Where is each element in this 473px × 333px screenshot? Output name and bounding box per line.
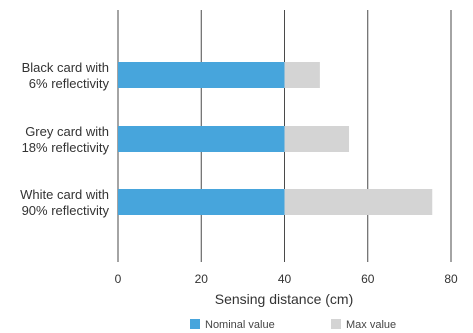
legend-label-0: Nominal value [205,319,275,331]
bars [118,62,433,215]
bar-nominal-value-1 [118,126,285,152]
legend-label-1: Max value [346,319,396,331]
bar-max-value-0 [284,62,320,88]
legend-swatch-1 [331,319,341,329]
legend-swatch-0 [190,319,200,329]
x-tick-labels: 0 20 40 60 80 [115,272,458,286]
x-tick-label-60: 60 [361,272,375,286]
x-tick-label-40: 40 [278,272,292,286]
bar-max-value-2 [284,189,433,215]
category-label-0: Black card with 6% reflectivity [22,60,110,91]
bar-nominal-value-2 [118,189,285,215]
bar-max-value-1 [284,126,350,152]
category-label-2: White card with 90% reflectivity [20,187,109,218]
bar-nominal-value-0 [118,62,285,88]
x-axis-title: Sensing distance (cm) [215,291,354,307]
legend: Nominal value Max value [190,319,396,331]
category-label-1: Grey card with 18% reflectivity [22,124,110,155]
category-labels: Black card with 6% reflectivity Grey card … [20,60,109,218]
x-tick-label-0: 0 [115,272,122,286]
x-tick-label-80: 80 [444,272,458,286]
x-tick-label-20: 20 [195,272,209,286]
